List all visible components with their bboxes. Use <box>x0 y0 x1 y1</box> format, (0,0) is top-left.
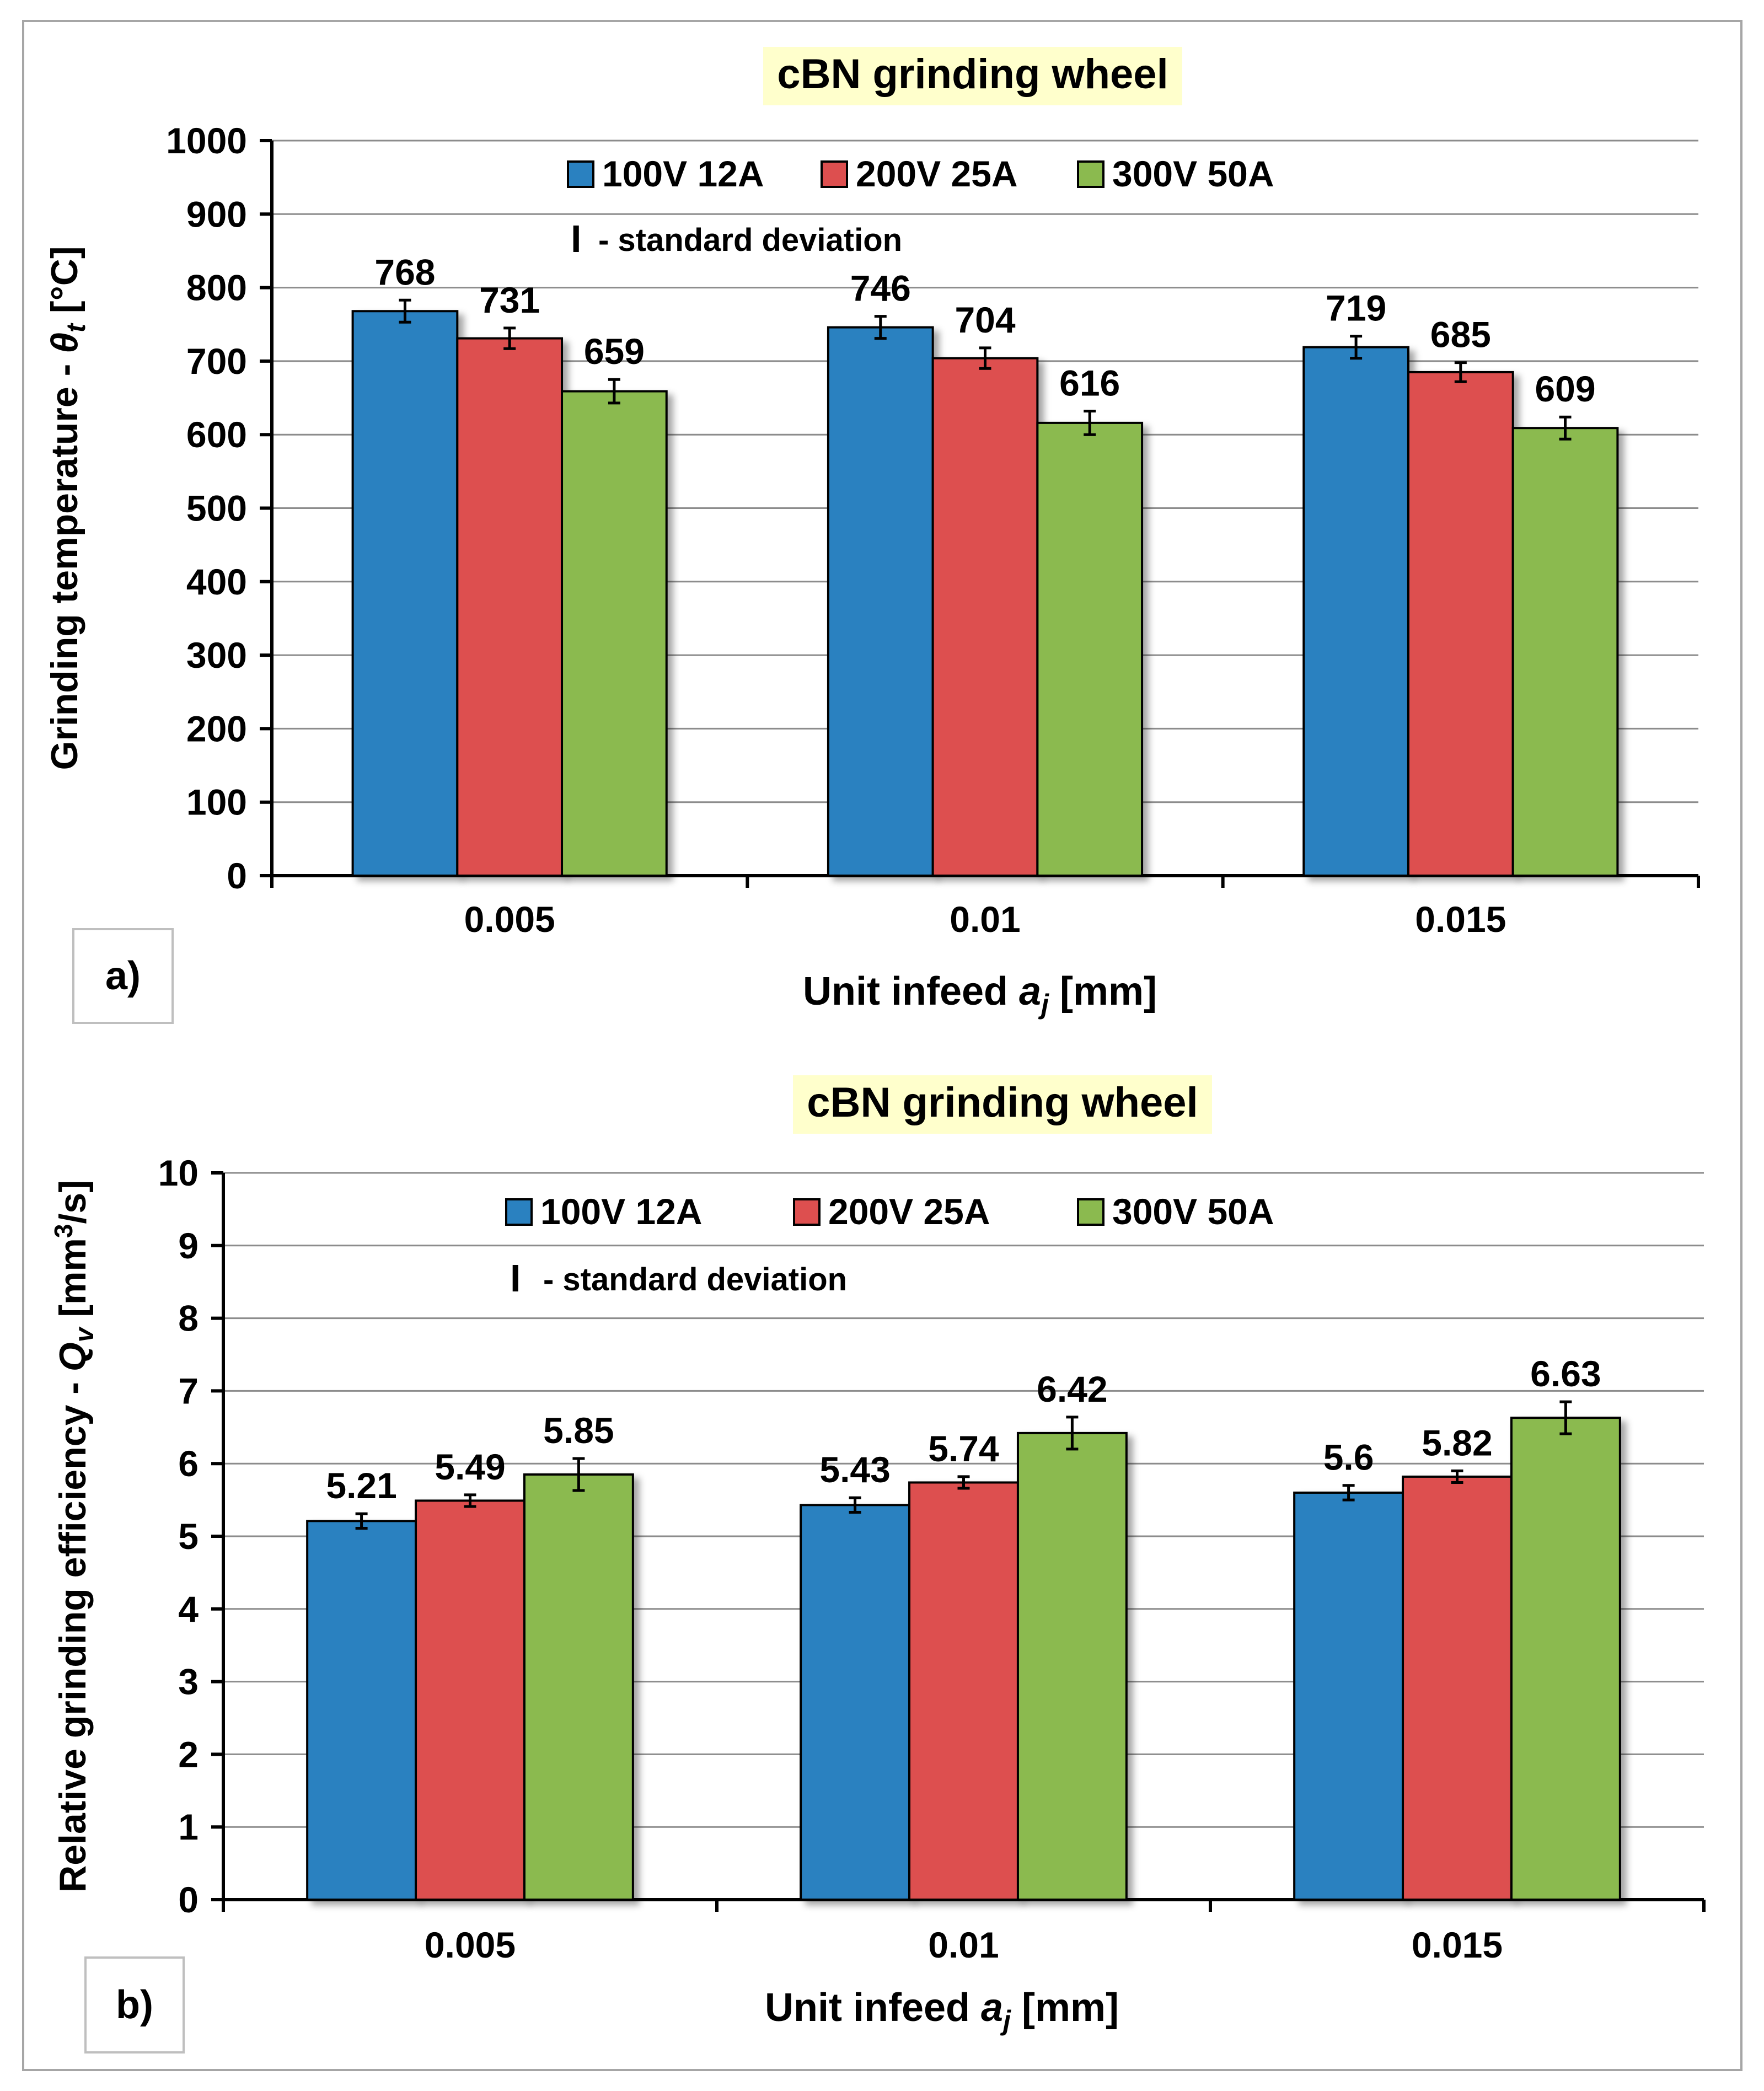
std-deviation-note: - standard deviation <box>543 1262 847 1298</box>
chart-title: cBN grinding wheel <box>777 51 1168 98</box>
y-tick-label: 600 <box>186 414 247 455</box>
data-label: 5.21 <box>326 1465 396 1506</box>
data-label: 5.6 <box>1323 1437 1374 1478</box>
data-label: 685 <box>1430 314 1491 355</box>
std-deviation-note: - standard deviation <box>598 222 902 258</box>
data-label: 6.63 <box>1530 1353 1601 1394</box>
panel-label-box <box>84 1956 185 2054</box>
bar <box>415 1499 526 1901</box>
legend-swatch <box>1077 1198 1104 1226</box>
legend-swatch <box>567 160 594 188</box>
y-axis-label: Grinding temperature - θt [°C] <box>44 246 91 770</box>
bar <box>1016 1431 1128 1901</box>
data-label: 5.74 <box>928 1428 999 1469</box>
x-axis-label: Unit infeed aj [mm] <box>765 1986 1119 2036</box>
y-tick-label: 5 <box>178 1516 199 1557</box>
y-tick-label: 900 <box>186 194 247 234</box>
y-tick-label: 1 <box>178 1806 199 1847</box>
data-label: 5.85 <box>543 1410 614 1451</box>
title-background <box>763 47 1182 105</box>
data-label: 704 <box>955 299 1015 340</box>
y-tick-label: 100 <box>186 782 247 823</box>
data-label: 6.42 <box>1037 1369 1107 1409</box>
panel-label-box <box>72 928 174 1024</box>
bar <box>351 310 459 877</box>
std-deviation-icon: I <box>571 217 581 260</box>
bar <box>800 1504 911 1901</box>
y-tick-label: 2 <box>178 1734 199 1774</box>
y-tick-label: 10 <box>158 1152 199 1193</box>
figure-frame <box>22 20 1742 2071</box>
chart-b: cBN grinding wheel 0 1 2 3 4 5 6 7 8 9 10 0.005 5.21 5… <box>49 1075 1706 2054</box>
data-label: 746 <box>850 268 911 309</box>
legend-swatch <box>1077 160 1104 188</box>
data-label: 5.82 <box>1422 1422 1492 1463</box>
legend-label: 200V 25A <box>856 153 1018 194</box>
y-tick-label: 0 <box>227 855 247 896</box>
y-tick-label: 200 <box>186 708 247 749</box>
title-background <box>793 1075 1212 1134</box>
y-tick-label: 8 <box>178 1298 199 1339</box>
bar <box>1302 346 1409 877</box>
x-axis-label: Unit infeed aj [mm] <box>803 969 1157 1020</box>
bar <box>1402 1475 1513 1901</box>
x-tick-label: 0.01 <box>928 1924 999 1965</box>
y-tick-label: 400 <box>186 561 247 602</box>
bar <box>306 1520 417 1901</box>
chart-title: cBN grinding wheel <box>807 1079 1198 1126</box>
y-tick-label: 1000 <box>166 120 247 161</box>
y-tick-label: 4 <box>178 1589 199 1629</box>
y-axis-label: Relative grinding efficiency - Qv [mm3/s… <box>49 1180 99 1892</box>
bar <box>908 1481 1019 1901</box>
data-label: 616 <box>1059 363 1120 404</box>
legend-label: 300V 50A <box>1112 153 1274 194</box>
y-tick-label: 6 <box>178 1443 199 1484</box>
legend-label: 100V 12A <box>540 1191 703 1232</box>
data-label: 5.49 <box>435 1446 505 1487</box>
y-tick-label: 9 <box>178 1225 199 1266</box>
y-tick-label: 800 <box>186 267 247 308</box>
chart-a: cBN grinding wheel 0 100 200 300 400 500 600 700… <box>44 47 1700 1024</box>
x-tick-label: 0.005 <box>425 1924 516 1965</box>
panel-label: b) <box>116 1983 153 2027</box>
data-label: 719 <box>1326 288 1386 329</box>
legend-swatch <box>505 1198 533 1226</box>
bar <box>523 1473 634 1901</box>
y-tick-label: 700 <box>186 341 247 382</box>
data-label: 609 <box>1535 368 1595 409</box>
data-label: 731 <box>479 280 540 320</box>
y-tick-label: 500 <box>186 488 247 529</box>
legend-label: 100V 12A <box>602 153 764 194</box>
y-tick-label: 7 <box>178 1370 199 1411</box>
bar <box>561 390 668 877</box>
bar <box>456 337 564 877</box>
legend-label: 200V 25A <box>828 1191 990 1232</box>
bar <box>1407 371 1514 877</box>
x-tick-label: 0.015 <box>1412 1924 1503 1965</box>
legend-swatch <box>793 1198 821 1226</box>
bar <box>1510 1417 1621 1901</box>
legend-swatch <box>821 160 848 188</box>
std-deviation-icon: I <box>510 1257 521 1300</box>
x-tick-label: 0.005 <box>464 899 555 940</box>
bar <box>931 357 1039 877</box>
bar <box>1511 427 1619 877</box>
y-tick-label: 300 <box>186 635 247 675</box>
y-tick-label: 0 <box>178 1879 199 1920</box>
bar <box>1036 421 1144 877</box>
panel-label: a) <box>105 954 141 998</box>
legend-label: 300V 50A <box>1112 1191 1274 1232</box>
data-label: 5.43 <box>819 1449 890 1490</box>
data-label: 768 <box>374 251 435 292</box>
x-tick-label: 0.015 <box>1415 899 1506 940</box>
data-label: 659 <box>584 331 645 372</box>
x-tick-label: 0.01 <box>950 899 1020 940</box>
y-tick-label: 3 <box>178 1661 199 1702</box>
bar <box>1293 1491 1404 1901</box>
bar <box>827 326 934 877</box>
